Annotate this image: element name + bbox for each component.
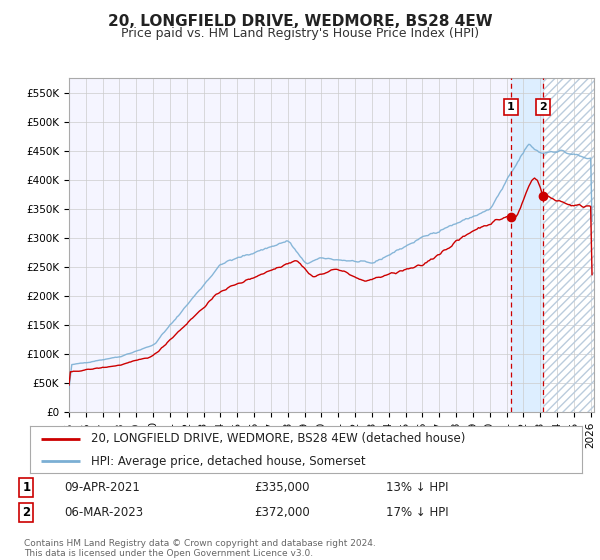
Text: 2: 2 — [22, 506, 31, 519]
Text: HPI: Average price, detached house, Somerset: HPI: Average price, detached house, Some… — [91, 455, 365, 468]
Text: 1: 1 — [22, 481, 31, 494]
Text: 13% ↓ HPI: 13% ↓ HPI — [386, 481, 449, 494]
Text: Price paid vs. HM Land Registry's House Price Index (HPI): Price paid vs. HM Land Registry's House … — [121, 27, 479, 40]
Text: 20, LONGFIELD DRIVE, WEDMORE, BS28 4EW (detached house): 20, LONGFIELD DRIVE, WEDMORE, BS28 4EW (… — [91, 432, 465, 445]
Text: 06-MAR-2023: 06-MAR-2023 — [64, 506, 143, 519]
Bar — [511, 78, 543, 412]
Text: 17% ↓ HPI: 17% ↓ HPI — [386, 506, 449, 519]
Text: £372,000: £372,000 — [254, 506, 310, 519]
Text: 1: 1 — [507, 102, 515, 112]
Text: 09-APR-2021: 09-APR-2021 — [64, 481, 140, 494]
Text: 20, LONGFIELD DRIVE, WEDMORE, BS28 4EW: 20, LONGFIELD DRIVE, WEDMORE, BS28 4EW — [107, 14, 493, 29]
Text: Contains HM Land Registry data © Crown copyright and database right 2024.
This d: Contains HM Land Registry data © Crown c… — [24, 539, 376, 558]
Bar — [543, 78, 594, 412]
Text: £335,000: £335,000 — [254, 481, 310, 494]
Text: 2: 2 — [539, 102, 547, 112]
Bar — [543, 78, 594, 412]
